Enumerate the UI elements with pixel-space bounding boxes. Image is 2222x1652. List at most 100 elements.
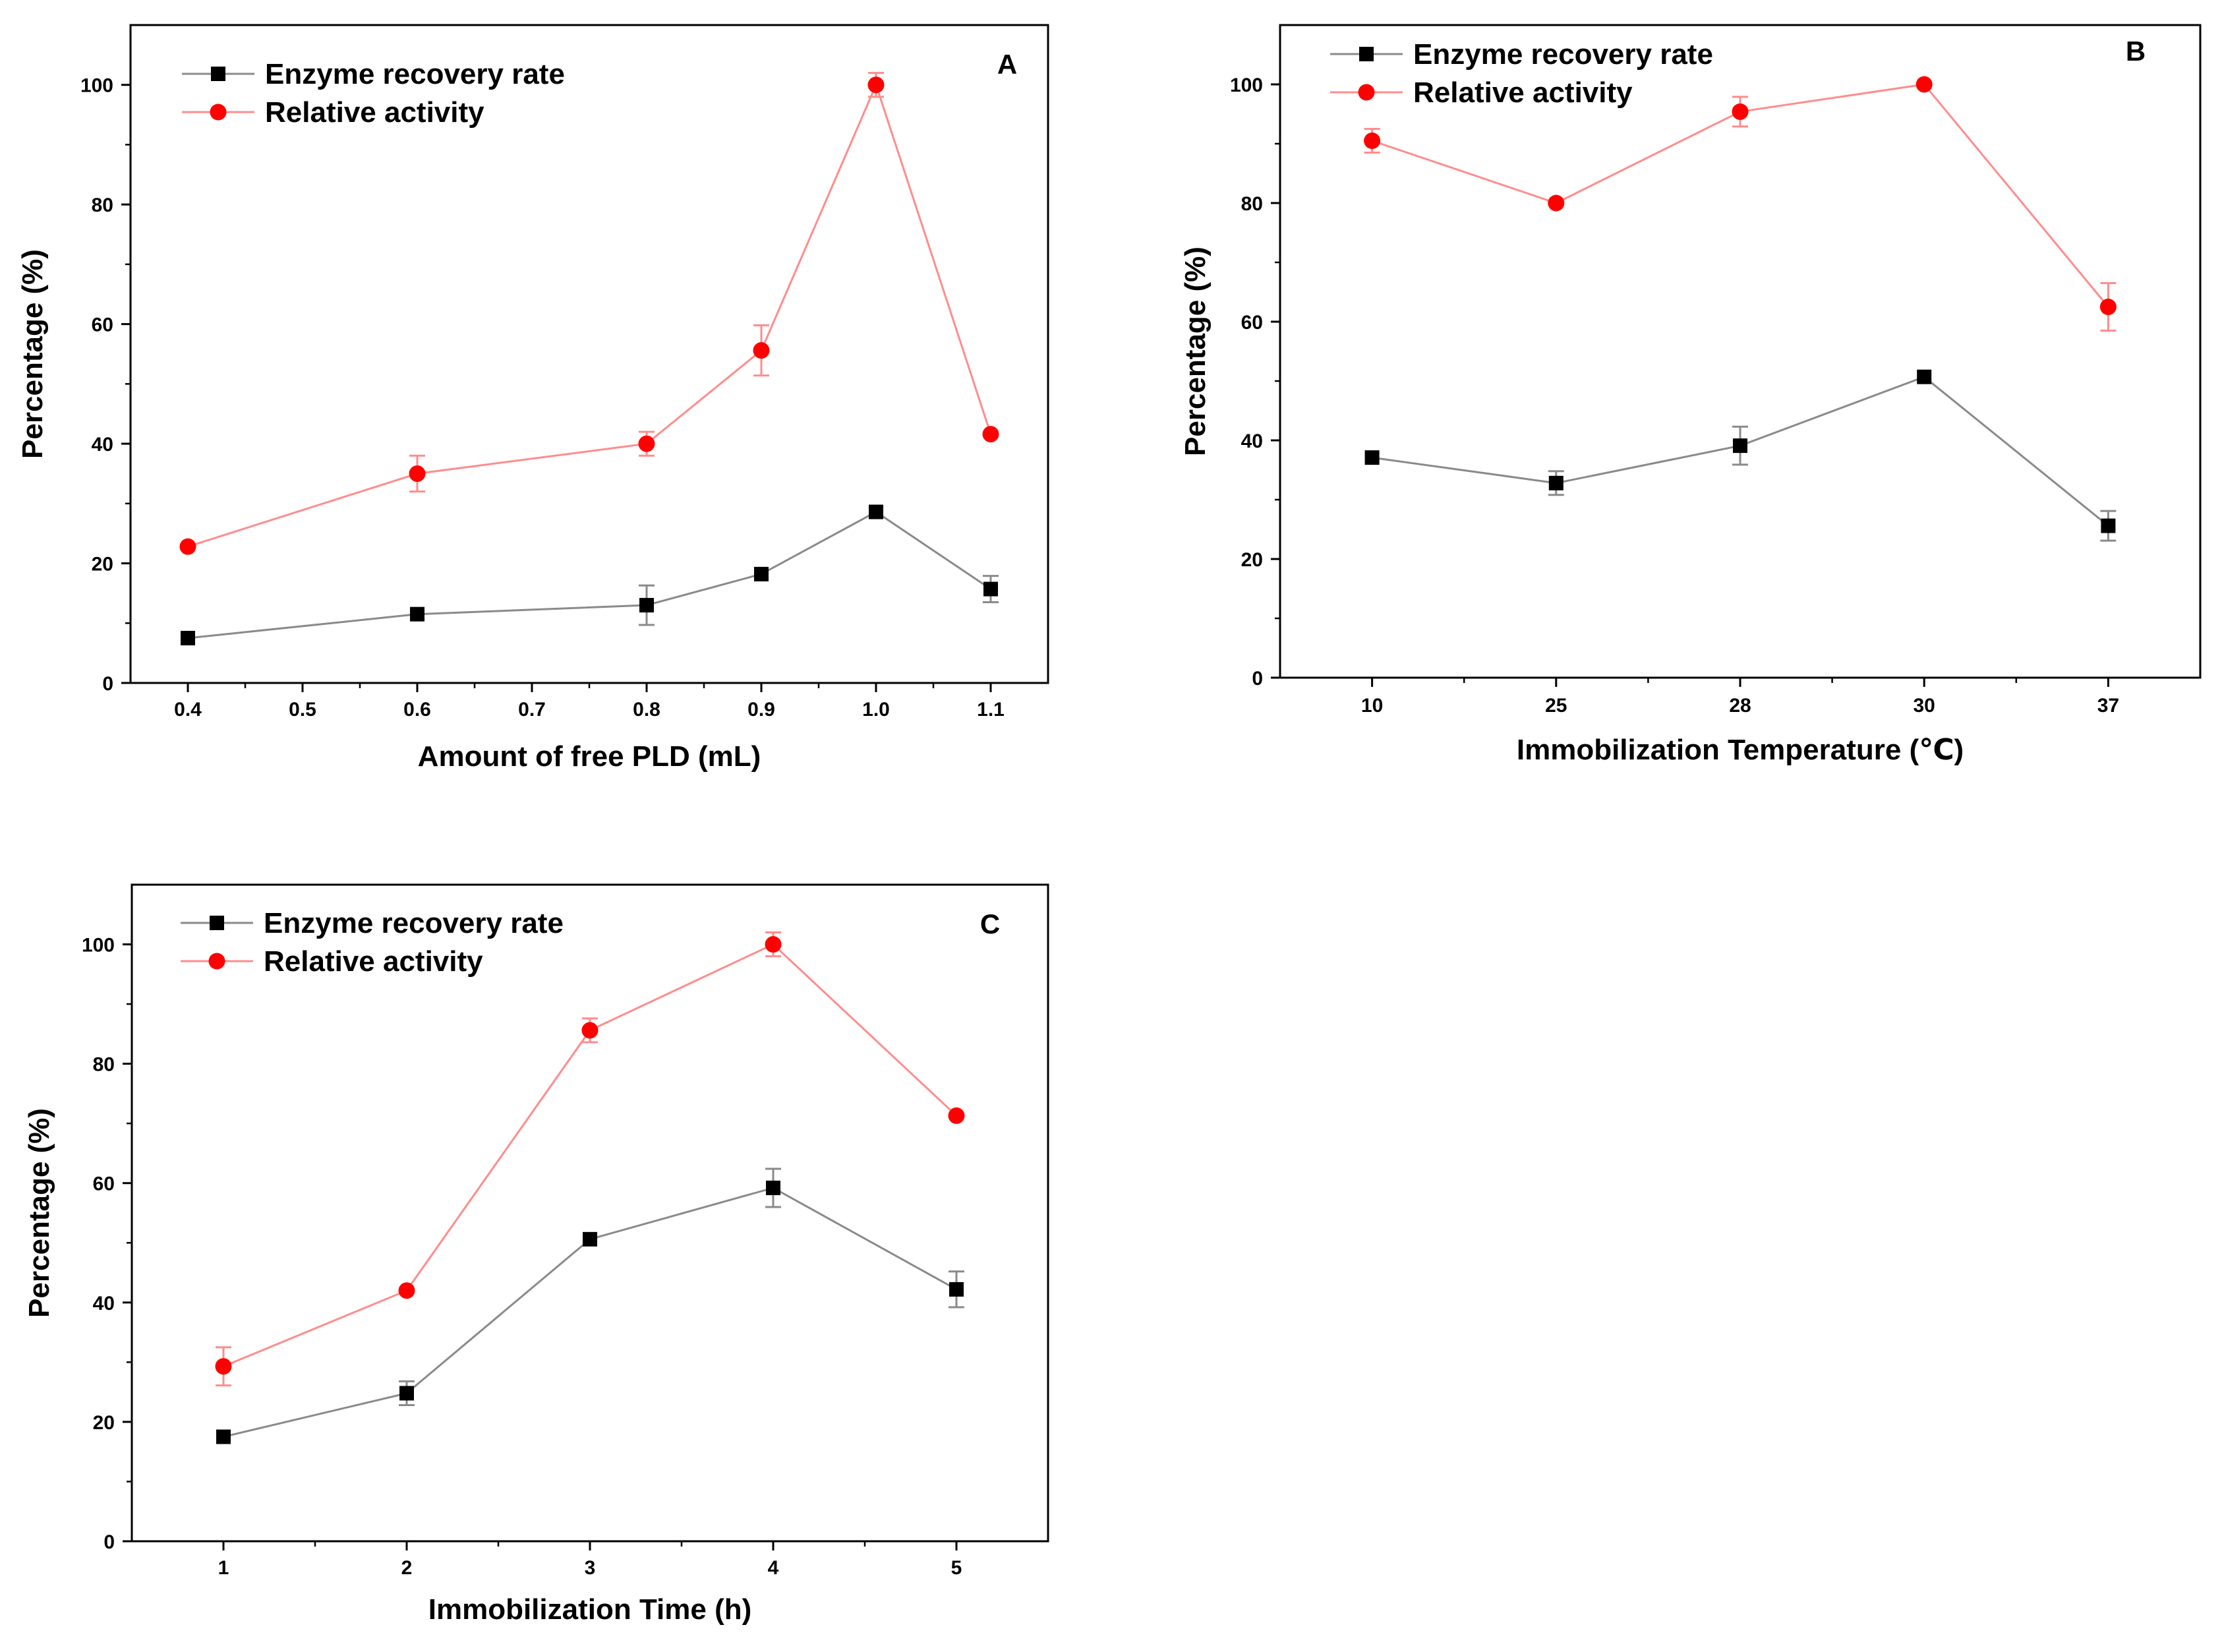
chart-panel-c: 0 20 40 60 80 100 1 2 3 4 5 Immobilization Time (h)…: [23, 883, 1049, 1626]
legend: Enzyme recovery rate Relative activity: [182, 58, 565, 129]
legend: Enzyme recovery rate Relative activity: [1330, 38, 1713, 109]
y-tick-label: 80: [92, 194, 113, 216]
x-axis-title: Amount of free PLD (mL): [418, 740, 761, 773]
x-tick-label: 37: [2097, 695, 2119, 717]
data-point: [638, 435, 655, 452]
y-tick-label: 40: [93, 1293, 115, 1314]
plot-frame: [131, 883, 1049, 1543]
x-tick-label: 1.0: [862, 699, 890, 721]
y-tick-label: 0: [1252, 668, 1263, 690]
series-line: [187, 510, 991, 639]
data-point: [2101, 518, 2116, 533]
series-relative-activity: [179, 72, 999, 555]
data-point: [179, 538, 196, 555]
x-tick-label: 1.1: [977, 699, 1005, 721]
y-axis-title: Percentage (%): [16, 249, 49, 459]
data-point: [1915, 76, 1933, 93]
x-tick-label: 2: [401, 1557, 413, 1579]
data-point: [399, 1386, 414, 1401]
y-tick-label: 60: [92, 314, 113, 336]
x-tick-label: 0.8: [633, 699, 660, 721]
legend-marker: [210, 103, 227, 121]
x-tick-label: 30: [1914, 695, 1935, 717]
chart-panel-b: 0 20 40 60 80 100 10 25 28 30 37 Immobilization Tem…: [1179, 24, 2202, 766]
series-line: [187, 82, 992, 548]
y-tick-label: 40: [92, 434, 113, 456]
x-tick-label: 0.9: [747, 699, 775, 721]
data-point: [983, 581, 998, 597]
legend-marker: [211, 67, 225, 81]
legend-label: Relative activity: [1413, 76, 1633, 109]
x-axis-title: Immobilization Temperature (℃): [1517, 734, 1964, 766]
data-point: [1732, 103, 1749, 120]
y-tick-label: 80: [93, 1054, 115, 1076]
y-tick-label: 20: [93, 1412, 115, 1434]
data-point: [1548, 194, 1565, 212]
x-tick-label: 3: [585, 1557, 596, 1579]
legend-marker: [208, 953, 225, 970]
data-point: [765, 936, 782, 953]
data-point: [2099, 299, 2117, 315]
legend-label: Enzyme recovery rate: [1413, 38, 1713, 71]
data-point: [753, 342, 770, 359]
data-point: [766, 1180, 780, 1195]
data-point: [1364, 450, 1380, 465]
legend-marker: [210, 916, 224, 930]
legend-label: Enzyme recovery rate: [264, 907, 564, 939]
data-point: [639, 598, 654, 613]
x-tick-label: 1: [218, 1557, 229, 1579]
panel-label: A: [997, 49, 1017, 80]
series-relative-activity: [1364, 76, 2117, 332]
legend-label: Relative activity: [265, 96, 484, 129]
legend: Enzyme recovery rate Relative activity: [181, 907, 564, 978]
data-point: [409, 465, 426, 482]
data-point: [1917, 369, 1932, 384]
series-line: [223, 1187, 957, 1438]
panel-label: B: [2126, 36, 2146, 67]
series-enzyme-recovery-rate: [1364, 369, 2117, 542]
data-point: [216, 1429, 231, 1444]
y-axis-title: Percentage (%): [23, 1108, 55, 1318]
series-enzyme-recovery-rate: [216, 1167, 964, 1444]
data-point: [1733, 438, 1747, 454]
y-tick-label: 100: [1230, 74, 1263, 96]
y-tick-label: 100: [80, 75, 113, 97]
x-tick-label: 5: [951, 1557, 962, 1579]
y-tick-label: 0: [102, 673, 113, 695]
data-point: [1548, 475, 1564, 490]
legend-label: Relative activity: [264, 945, 483, 978]
data-point: [869, 504, 883, 519]
y-axis-title: Percentage (%): [1179, 247, 1212, 456]
x-tick-label: 4: [768, 1557, 779, 1579]
chart-panel-a: 0 20 40 60 80 100 0.4 0.5 0.6 0.7 0.8 0.9 1.0 1.1 Amou…: [16, 24, 1049, 773]
legend-label: Enzyme recovery rate: [265, 58, 565, 90]
x-tick-label: 0.7: [518, 699, 546, 721]
data-point: [583, 1231, 597, 1247]
y-tick-label: 60: [1241, 312, 1263, 334]
data-point: [410, 606, 424, 622]
series-relative-activity: [215, 931, 965, 1387]
legend-marker: [1359, 47, 1374, 61]
series-enzyme-recovery-rate: [181, 504, 999, 645]
data-point: [181, 630, 195, 645]
y-tick-label: 20: [1241, 549, 1263, 571]
data-point: [949, 1282, 964, 1297]
legend-marker: [1358, 84, 1375, 101]
data-point: [948, 1107, 965, 1124]
data-point: [398, 1282, 415, 1299]
y-tick-label: 100: [82, 935, 115, 957]
y-tick-label: 0: [103, 1531, 115, 1553]
y-tick-label: 40: [1241, 430, 1263, 452]
x-tick-label: 10: [1361, 695, 1383, 717]
data-point: [581, 1022, 599, 1039]
data-point: [754, 566, 769, 581]
x-tick-label: 28: [1729, 695, 1751, 717]
panel-label: C: [980, 908, 1000, 939]
series-line: [223, 943, 958, 1368]
x-tick-label: 0.6: [403, 699, 431, 721]
data-point: [982, 426, 999, 443]
data-point: [867, 76, 885, 94]
x-axis-title: Immobilization Time (h): [428, 1593, 752, 1626]
y-tick-label: 60: [93, 1173, 115, 1195]
